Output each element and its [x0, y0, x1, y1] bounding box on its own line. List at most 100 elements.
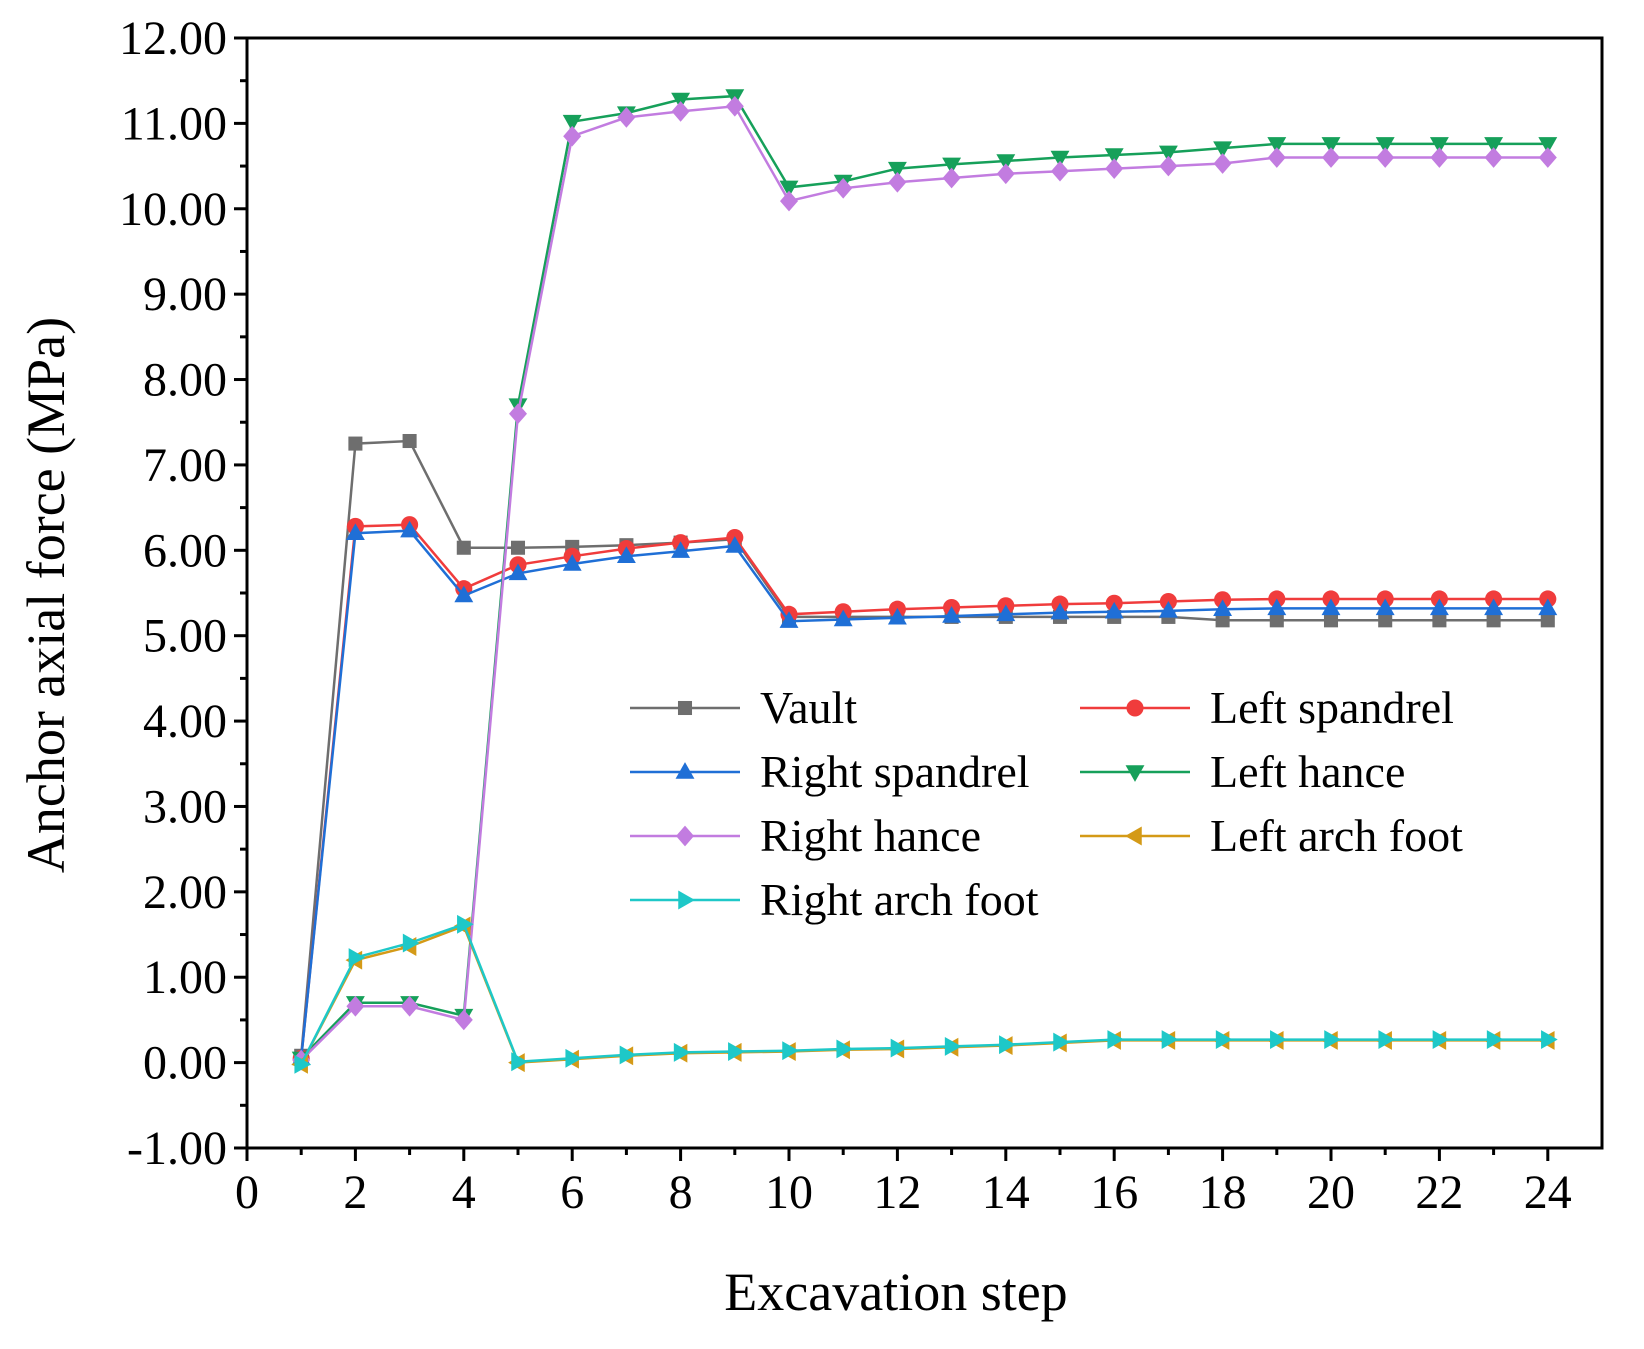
data-point-left-hance — [887, 161, 907, 179]
data-point-vault — [348, 436, 363, 451]
data-point-vault — [1540, 613, 1555, 628]
data-point-right-arch-foot — [1486, 1030, 1504, 1050]
data-point-left-hance — [1104, 148, 1124, 165]
data-point-right-spandrel — [1050, 602, 1070, 620]
data-point-right-hance — [1430, 147, 1449, 168]
data-point-right-spandrel — [400, 520, 420, 538]
data-point-right-spandrel — [887, 607, 907, 625]
data-point-right-arch-foot — [1270, 1030, 1287, 1050]
y-tick-label: 0.00 — [143, 1037, 227, 1090]
data-point-right-hance — [563, 125, 582, 147]
data-point-right-arch-foot — [1107, 1030, 1125, 1050]
data-point-right-hance — [617, 107, 636, 128]
data-point-right-hance — [671, 101, 690, 122]
data-point-right-arch-foot — [511, 1052, 528, 1072]
legend-label: Right spandrel — [760, 746, 1030, 797]
y-tick-label: 3.00 — [143, 780, 227, 833]
legend-item-left-arch-foot: Left arch foot — [1080, 810, 1463, 861]
y-tick-label: 7.00 — [143, 439, 227, 492]
data-point-right-hance — [942, 167, 961, 189]
data-point-left-hance — [1050, 150, 1070, 168]
data-point-left-hance — [942, 157, 962, 175]
data-point-vault — [1269, 613, 1284, 628]
x-tick-label: 14 — [982, 1166, 1030, 1219]
data-point-right-spandrel — [996, 604, 1016, 622]
x-tick-label: 10 — [765, 1166, 813, 1219]
legend-item-left-spandrel: Left spandrel — [1080, 682, 1454, 733]
x-tick-label: 24 — [1524, 1166, 1572, 1219]
data-point-right-spandrel — [671, 541, 691, 558]
data-point-right-spandrel — [725, 536, 745, 553]
legend-marker-right-arch-foot — [678, 890, 695, 910]
data-point-left-hance — [779, 180, 799, 198]
data-point-right-arch-foot — [1541, 1030, 1558, 1050]
y-tick-label: -1.00 — [127, 1122, 227, 1175]
data-point-right-arch-foot — [619, 1045, 637, 1065]
data-point-right-hance — [780, 190, 798, 212]
y-tick-label: 11.00 — [121, 97, 227, 150]
y-tick-label: 6.00 — [143, 524, 227, 577]
x-axis-title: Excavation step — [724, 1262, 1067, 1322]
y-tick-label: 2.00 — [143, 866, 227, 919]
legend-item-left-hance: Left hance — [1080, 746, 1405, 797]
y-tick-label: 10.00 — [119, 183, 227, 236]
data-point-right-hance — [454, 1009, 473, 1031]
data-point-right-arch-foot — [402, 933, 420, 953]
data-point-left-hance — [1321, 137, 1341, 154]
x-tick-label: 20 — [1307, 1166, 1355, 1219]
data-point-right-hance — [888, 171, 907, 193]
legend-label: Left hance — [1210, 746, 1405, 797]
legend-label: Right hance — [760, 810, 981, 861]
x-tick-label: 12 — [873, 1166, 921, 1219]
data-point-right-spandrel — [562, 554, 582, 571]
data-point-right-spandrel — [833, 609, 853, 627]
series-line-right-hance — [300, 104, 1548, 1061]
data-point-right-arch-foot — [1161, 1030, 1179, 1050]
data-point-right-hance — [400, 995, 419, 1017]
data-point-left-hance — [1267, 137, 1287, 154]
x-tick-label: 4 — [452, 1166, 476, 1219]
data-point-right-spandrel — [454, 585, 474, 603]
data-point-vault — [1432, 613, 1447, 628]
data-point-left-hance — [1213, 141, 1233, 159]
data-point-right-arch-foot — [890, 1038, 908, 1058]
data-point-right-spandrel — [1321, 598, 1341, 616]
data-point-right-spandrel — [345, 523, 365, 540]
series-line-right-spandrel — [299, 529, 1548, 1059]
data-point-left-hance — [1375, 137, 1395, 154]
legend-marker-vault — [677, 700, 693, 716]
data-point-right-arch-foot — [1215, 1030, 1233, 1050]
data-point-left-hance — [1429, 137, 1449, 154]
y-tick-label: 8.00 — [143, 354, 227, 407]
data-point-right-arch-foot — [1324, 1030, 1341, 1050]
data-point-right-arch-foot — [728, 1042, 745, 1061]
data-point-right-hance — [1159, 155, 1178, 177]
data-point-right-hance — [834, 177, 853, 199]
y-tick-label: 4.00 — [143, 695, 227, 748]
data-point-right-hance — [1538, 147, 1557, 168]
legend-label: Left arch foot — [1210, 810, 1463, 861]
data-point-right-arch-foot — [1378, 1030, 1396, 1050]
data-point-vault — [456, 540, 471, 555]
data-point-left-hance — [562, 114, 582, 132]
axes-layer: -1.00 0.00 1.00 2.00 3.00 4.00 5.00 6.00 7.00 8.0… — [119, 12, 1604, 1219]
data-point-right-arch-foot — [999, 1035, 1016, 1055]
data-point-right-spandrel — [1158, 601, 1178, 618]
data-point-vault — [1323, 613, 1339, 628]
x-tick-label: 16 — [1090, 1166, 1138, 1219]
legend-label: Left spandrel — [1210, 682, 1454, 733]
data-point-right-spandrel — [616, 546, 636, 564]
series-line-left-spandrel — [299, 523, 1548, 1059]
data-point-right-arch-foot — [782, 1041, 799, 1061]
series-right-arch-foot — [294, 914, 1558, 1074]
data-point-right-hance — [725, 95, 744, 117]
legend-label: Right arch foot — [760, 874, 1039, 925]
data-point-right-spandrel — [1484, 598, 1504, 616]
data-point-right-hance — [1484, 147, 1503, 168]
y-axis-title: Anchor axial force (MPa) — [16, 317, 76, 873]
data-point-right-hance — [1376, 147, 1395, 168]
data-point-vault — [402, 433, 417, 449]
data-point-vault — [510, 540, 526, 555]
legend-item-right-spandrel: Right spandrel — [630, 746, 1030, 797]
